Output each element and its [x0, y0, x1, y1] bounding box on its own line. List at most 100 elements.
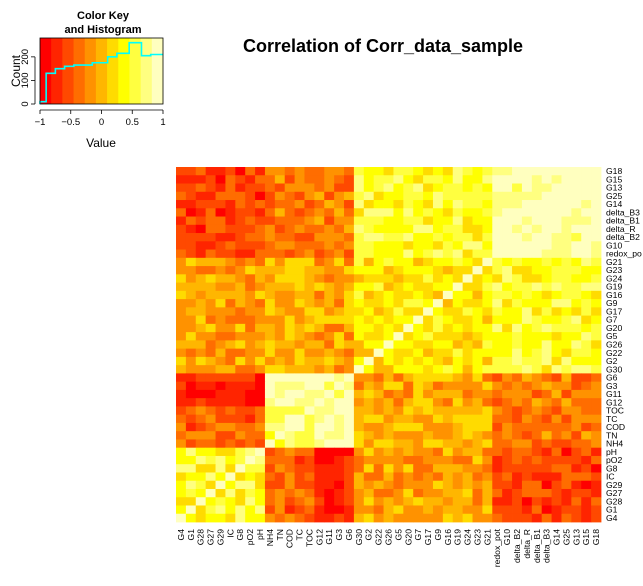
- heatmap-cell: [512, 332, 523, 341]
- heatmap-cell: [225, 365, 236, 374]
- heatmap-cell: [314, 224, 325, 234]
- heatmap-cell: [264, 447, 276, 457]
- heatmap-cell: [561, 191, 572, 201]
- heatmap-cell: [502, 299, 513, 308]
- heatmap-cell: [274, 224, 286, 234]
- heatmap-cell: [225, 233, 236, 242]
- heatmap-cell: [442, 315, 454, 325]
- heatmap-cell: [472, 183, 483, 193]
- heatmap-cell: [284, 464, 296, 473]
- heatmap-cell: [521, 439, 533, 449]
- heatmap-cell: [363, 307, 375, 317]
- heatmap-cell: [255, 299, 266, 308]
- heatmap-cell: [195, 373, 207, 383]
- heatmap-cell: [363, 175, 375, 184]
- heatmap-cell: [264, 422, 276, 432]
- heatmap-cell: [353, 340, 365, 350]
- heatmap-cell: [383, 200, 394, 209]
- heatmap-cell: [334, 439, 345, 449]
- heatmap-cell: [334, 505, 345, 515]
- heatmap-cell: [423, 200, 434, 209]
- color-key: Color Key and Histogram −1 −0.5 0 0.5 1 0100…: [9, 10, 166, 150]
- heatmap-cell: [591, 348, 602, 358]
- heatmap-cell: [195, 290, 207, 300]
- heatmap-cell: [245, 200, 256, 209]
- heatmap-cell: [304, 488, 315, 498]
- heatmap-cell: [255, 455, 266, 465]
- heatmap-cell: [521, 332, 533, 341]
- heatmap-cell: [373, 348, 384, 358]
- heatmap-cell: [334, 282, 345, 292]
- heatmap-cell: [264, 241, 276, 250]
- heatmap-cell: [215, 431, 226, 440]
- heatmap-cell: [512, 323, 523, 333]
- heatmap-cell: [344, 241, 355, 250]
- heatmap-cell: [561, 365, 572, 374]
- heatmap-cell: [304, 497, 315, 506]
- heatmap-cell: [245, 299, 256, 308]
- heatmap-cell: [581, 513, 592, 523]
- heatmap-cell: [225, 282, 236, 292]
- color-key-x-tick-label: −0.5: [61, 117, 80, 128]
- heatmap-cell: [581, 307, 592, 317]
- heatmap-cell: [442, 224, 454, 234]
- heatmap-cell: [344, 356, 355, 366]
- color-key-band: [140, 38, 153, 104]
- heatmap-cell: [482, 365, 493, 374]
- heatmap-cell: [512, 315, 523, 325]
- heatmap-cell: [304, 480, 315, 490]
- heatmap-cell: [531, 249, 543, 259]
- heatmap-cell: [324, 167, 335, 176]
- heatmap-cell: [432, 257, 444, 267]
- heatmap-cell: [235, 332, 246, 341]
- heatmap-cell: [442, 497, 454, 506]
- heatmap-cell: [334, 290, 345, 300]
- heatmap-cell: [185, 381, 197, 391]
- heatmap-cell: [373, 216, 384, 226]
- heatmap-cell: [215, 241, 226, 250]
- heatmap-cell: [264, 348, 276, 358]
- heatmap-cell: [521, 191, 533, 201]
- heatmap-cell: [255, 480, 266, 490]
- heatmap-cell: [581, 480, 592, 490]
- heatmap-cell: [512, 422, 523, 432]
- heatmap-cell: [462, 431, 473, 440]
- heatmap-cell: [492, 191, 503, 201]
- heatmap-cell: [462, 389, 473, 399]
- heatmap-cell: [462, 299, 473, 308]
- heatmap-cell: [541, 274, 552, 283]
- heatmap-cell: [255, 414, 266, 424]
- heatmap-cell: [195, 183, 207, 193]
- heatmap-cell: [571, 348, 582, 358]
- heatmap-cell: [512, 497, 523, 506]
- heatmap-cell: [264, 216, 276, 226]
- heatmap-cell: [512, 505, 523, 515]
- heatmap-cell: [521, 488, 533, 498]
- heatmap-cell: [314, 480, 325, 490]
- heatmap-cell: [432, 249, 444, 259]
- heatmap-cell: [502, 167, 513, 176]
- heatmap-cell: [403, 323, 414, 333]
- heatmap-cell: [442, 183, 454, 193]
- heatmap-cell: [502, 356, 513, 366]
- heatmap-cell: [423, 307, 434, 317]
- heatmap-cell: [324, 398, 335, 407]
- heatmap-cell: [452, 332, 464, 341]
- heatmap-cell: [571, 480, 582, 490]
- heatmap-cell: [472, 200, 483, 209]
- heatmap-cell: [353, 505, 365, 515]
- heatmap-cell: [472, 455, 483, 465]
- row-label: G7: [606, 315, 618, 325]
- heatmap-cell: [185, 315, 197, 325]
- heatmap-cell: [521, 307, 533, 317]
- heatmap-cell: [581, 398, 592, 407]
- column-label: G4: [176, 529, 186, 541]
- heatmap-cell: [176, 365, 187, 374]
- heatmap-cell: [363, 340, 375, 350]
- heatmap-cell: [551, 439, 562, 449]
- heatmap-cell: [324, 266, 335, 275]
- heatmap-cell: [274, 472, 286, 482]
- heatmap-cell: [373, 167, 384, 176]
- heatmap-cell: [472, 257, 483, 267]
- heatmap-cell: [314, 175, 325, 184]
